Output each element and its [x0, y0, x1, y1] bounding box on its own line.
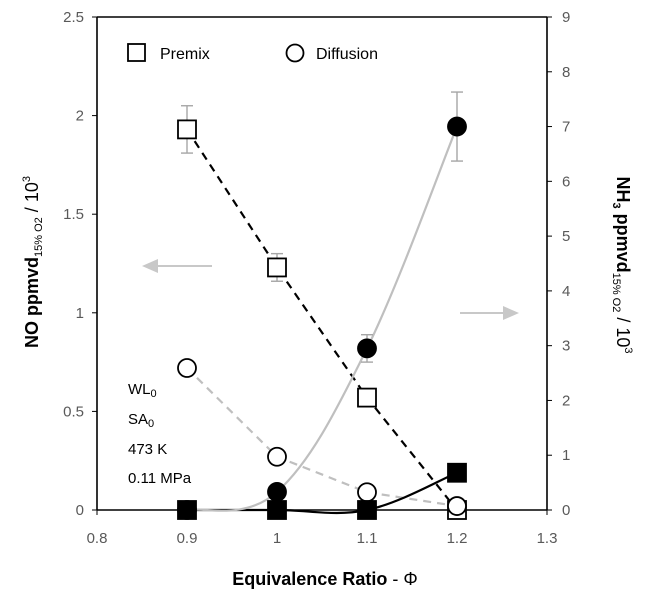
y-left-tick-label: 0.5	[63, 403, 84, 420]
y-right-tick-label: 7	[562, 119, 570, 136]
error-bars	[181, 91, 463, 363]
y-left-tick-label: 2	[76, 108, 84, 125]
series-line-open-circle	[186, 367, 458, 508]
marker-open-square	[177, 119, 197, 140]
series-line-open-square	[186, 128, 458, 511]
y-right-tick-label: 3	[562, 338, 570, 355]
x-axis-title: Equivalence Ratio - Φ	[232, 569, 417, 589]
y-left-tick-label: 1.5	[63, 206, 84, 223]
legend-diffusion-label: Diffusion	[316, 46, 378, 63]
x-axis-ticks: 0.8 0.9 1 1.1 1.2 1.3	[87, 510, 558, 547]
series-lines	[186, 126, 459, 515]
x-tick-label: 1	[273, 530, 281, 547]
y-left-tick-label: 2.5	[63, 9, 84, 26]
right-axis-arrow	[460, 306, 519, 320]
marker-filled-circle	[177, 500, 197, 520]
y-right-tick-label: 0	[562, 502, 570, 519]
y-right-axis-ticks: 0 1 2 3 4 5 6 7 8 9	[547, 9, 570, 519]
marker-filled-circle	[267, 482, 287, 502]
marker-filled-square	[267, 500, 287, 520]
series-line-filled-circle	[186, 126, 459, 512]
y-right-tick-label: 6	[562, 173, 570, 190]
marker-filled-circle	[357, 338, 377, 359]
y-right-tick-label: 5	[562, 228, 570, 245]
x-tick-label: 0.8	[87, 530, 108, 547]
marker-open-square	[357, 387, 377, 408]
left-axis-arrow	[142, 259, 212, 273]
marker-open-circle	[177, 358, 197, 378]
y-left-tick-label: 0	[76, 502, 84, 519]
marker-open-square	[267, 257, 287, 278]
y-right-tick-label: 4	[562, 283, 570, 300]
x-tick-label: 1.2	[447, 530, 468, 547]
condition-annotations: WL0 SA0 473 K 0.11 MPa	[128, 381, 192, 487]
annotation-pressure: 0.11 MPa	[128, 470, 192, 487]
marker-filled-circle	[447, 116, 467, 137]
x-tick-label: 1.3	[537, 530, 558, 547]
x-tick-label: 0.9	[177, 530, 198, 547]
series-line-filled-square	[187, 471, 458, 515]
annotation-temperature: 473 K	[128, 441, 167, 458]
data-markers	[177, 116, 467, 520]
legend-diffusion-marker	[285, 43, 305, 63]
annotation-sa: SA0	[128, 411, 154, 430]
marker-open-circle	[447, 496, 467, 516]
y-right-tick-label: 2	[562, 392, 570, 409]
legend-premix-label: Premix	[160, 46, 210, 63]
y-left-tick-label: 1	[76, 305, 84, 322]
annotation-wl: WL0	[128, 381, 157, 400]
marker-open-circle	[357, 482, 377, 503]
y-right-tick-label: 9	[562, 9, 570, 26]
legend: Premix Diffusion	[127, 43, 378, 63]
x-tick-label: 1.1	[357, 530, 378, 547]
marker-open-circle	[267, 446, 287, 467]
y-right-tick-label: 8	[562, 64, 570, 81]
y-left-axis-title: NO ppmvd15% O2 / 103	[21, 176, 45, 348]
y-left-axis-ticks: 0 0.5 1 1.5 2 2.5	[63, 9, 97, 519]
plot-frame	[96, 16, 548, 511]
marker-filled-square	[357, 500, 377, 520]
y-right-axis-title: NH3 ppmvd15% O2 / 103	[610, 176, 634, 353]
y-right-tick-label: 1	[562, 447, 570, 464]
legend-premix-marker	[127, 43, 146, 62]
marker-filled-square	[447, 462, 467, 483]
